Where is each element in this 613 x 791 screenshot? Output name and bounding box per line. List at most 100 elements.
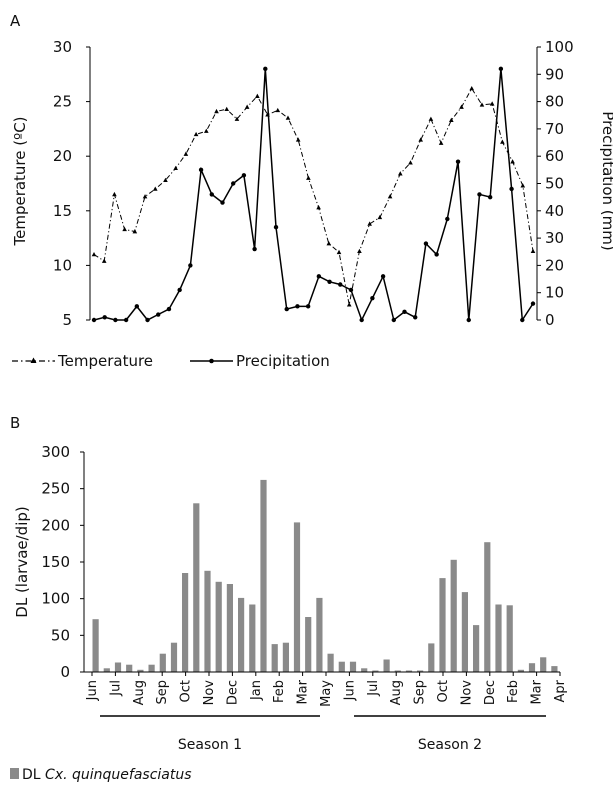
legend-dl-species: Cx. quinquefasciatus <box>45 767 191 783</box>
temperature-point <box>459 104 464 109</box>
legend-precipitation-marker <box>209 358 214 364</box>
x-tick-label-month: Jun <box>85 680 100 701</box>
x-tick-label-month: Sep <box>413 680 428 705</box>
precipitation-point <box>520 317 525 323</box>
bar <box>249 604 256 672</box>
temperature-point <box>316 205 321 210</box>
temperature-point <box>357 248 362 254</box>
bar <box>103 668 110 672</box>
temperature-point <box>255 93 260 98</box>
y-tick-label-right: 20 <box>545 256 564 274</box>
bar <box>204 570 211 672</box>
y-tick-label-right: 50 <box>545 175 564 193</box>
bar <box>428 643 435 672</box>
temperature-point <box>244 104 250 109</box>
precipitation-point <box>91 317 97 323</box>
precipitation-point <box>113 317 118 323</box>
panel-b-chart: 0 50 100 150 200 250 300 Jun Jul Aug Sep Oct Nov Dec… <box>10 443 568 783</box>
bar <box>293 522 301 672</box>
temperature-point <box>367 221 372 226</box>
temperature-point <box>336 249 342 255</box>
precipitation-point <box>402 309 407 315</box>
y-tick-label-left: 25 <box>53 93 72 111</box>
y-tick-label-right: 30 <box>545 229 564 247</box>
precipitation-point <box>477 192 482 197</box>
x-tick-label-month: Sep <box>155 680 170 705</box>
precipitation-point <box>188 263 193 268</box>
bar <box>316 597 323 672</box>
legend-b: DL Cx. quinquefasciatus <box>10 767 192 783</box>
legend-temperature-marker <box>30 357 37 363</box>
season-label: Season 2 <box>418 737 482 753</box>
temperature-point <box>469 85 475 91</box>
temperature-point <box>91 251 97 257</box>
temperature-point <box>142 194 148 199</box>
temperature-point <box>122 226 127 232</box>
x-tick-label-month: Feb <box>506 680 521 703</box>
precipitation-point <box>295 304 300 309</box>
bar <box>417 670 424 672</box>
bar <box>383 659 390 672</box>
bar <box>137 669 144 672</box>
temperature-point <box>418 137 423 142</box>
x-tick-label-month: Jun <box>342 680 357 701</box>
panel-label-a: A <box>10 12 21 30</box>
precipitation-point <box>434 252 439 257</box>
precipitation-point <box>423 241 429 246</box>
precipitation-point <box>316 274 322 279</box>
temperature-point <box>428 116 434 121</box>
bar <box>405 670 413 672</box>
bar <box>260 479 267 672</box>
y-tick-label-left: 15 <box>53 202 72 220</box>
precipitation-point <box>134 304 140 309</box>
series-line-precipitation <box>93 68 534 323</box>
y-tick-label-right: 90 <box>545 65 564 83</box>
x-tick-label-month: Dec <box>225 680 240 705</box>
legend-a: Temperature Precipitation <box>12 352 330 370</box>
legend-dl-swatch <box>10 768 19 779</box>
legend-dl-label: DL Cx. quinquefasciatus <box>22 767 192 783</box>
bar <box>226 584 233 672</box>
precipitation-point <box>445 216 450 222</box>
precipitation-point <box>391 317 397 323</box>
y-tick-label-left: 20 <box>53 147 72 165</box>
precipitation-point <box>156 312 161 317</box>
precipitation-point <box>509 186 514 192</box>
bar <box>182 573 189 672</box>
y-tick-label-b: 150 <box>41 553 70 571</box>
bar <box>92 619 99 672</box>
y-tick-label-right: 60 <box>545 147 564 165</box>
bar <box>215 581 222 672</box>
temperature-point <box>449 117 454 122</box>
precipitation-point <box>359 317 364 323</box>
precipitation-point <box>370 295 375 301</box>
x-tick-label-month: Nov <box>202 680 217 706</box>
bar <box>159 653 166 672</box>
bar <box>439 578 446 672</box>
bar <box>506 605 513 672</box>
temperature-point <box>326 241 332 246</box>
x-tick-label-month: Oct <box>179 680 194 702</box>
bar <box>327 653 334 672</box>
precipitation-point <box>530 301 536 306</box>
precipitation-point <box>455 159 461 164</box>
bar <box>271 644 278 672</box>
precipitation-point <box>230 181 236 186</box>
x-tick-label-month: Apr <box>553 679 568 702</box>
y-tick-label-left: 30 <box>53 38 72 56</box>
temperature-point <box>132 229 138 234</box>
precipitation-point <box>413 315 418 320</box>
precipitation-point <box>327 279 332 284</box>
x-tick-label-month: Aug <box>389 680 404 705</box>
x-tick-label-month: Oct <box>436 680 451 702</box>
temperature-point <box>193 131 199 137</box>
y-tick-label-right: 70 <box>545 120 564 138</box>
precipitation-point <box>177 287 182 293</box>
precipitation-point <box>145 317 150 323</box>
precipitation-point <box>198 167 204 173</box>
precipitation-point <box>273 224 279 230</box>
bar <box>551 666 558 672</box>
x-tick-label-month: Mar <box>296 679 311 704</box>
y-axis-label-precipitation: Precipitation (mm) <box>599 111 613 250</box>
